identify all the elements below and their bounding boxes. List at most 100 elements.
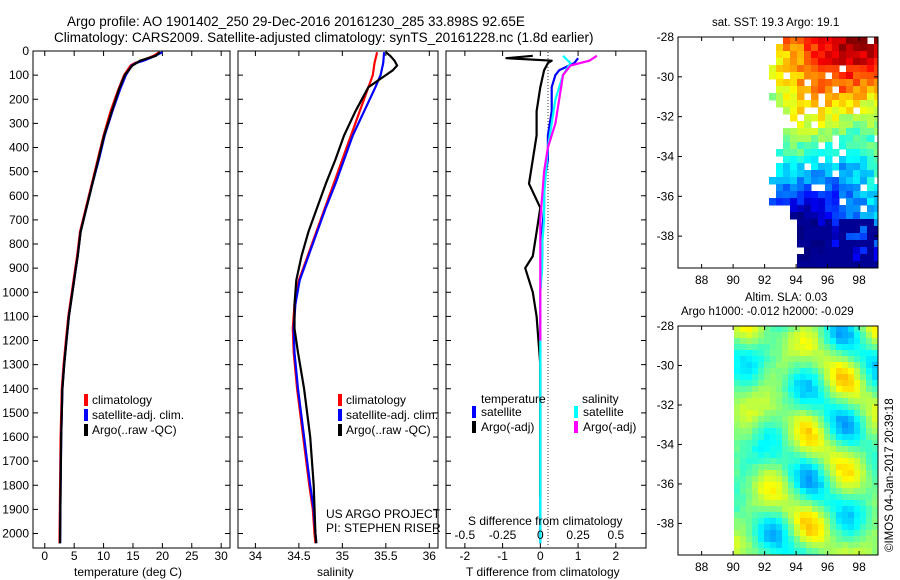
sla-cell: [854, 380, 861, 387]
sla-cell: [764, 494, 771, 501]
sst-cell: [832, 51, 840, 59]
sla-cell: [764, 500, 771, 507]
sla-cell: [788, 398, 795, 405]
sst-cell: [860, 219, 868, 227]
sst-cell: [874, 44, 878, 52]
depth-tick-label: 0: [22, 44, 29, 58]
sst-cell: [790, 100, 798, 108]
sla-heatmap: [734, 326, 878, 555]
sla-cell: [740, 392, 747, 399]
sla-cell: [740, 542, 747, 549]
sst-cell: [811, 37, 819, 45]
sla-cell: [776, 488, 783, 495]
sla-cell: [794, 488, 801, 495]
depth-tick-label: 1600: [2, 430, 29, 444]
sst-cell: [839, 184, 847, 192]
sst-cell: [811, 51, 819, 59]
sst-cell: [811, 163, 819, 171]
sst-cell: [846, 86, 854, 94]
sla-cell: [752, 440, 759, 447]
sla-cell: [824, 428, 831, 435]
sla-cell: [758, 392, 765, 399]
sla-cell: [800, 452, 807, 459]
sla-cell: [782, 524, 789, 531]
sla-cell: [788, 326, 795, 333]
sla-cell: [866, 470, 873, 477]
sla-cell: [824, 542, 831, 549]
sla-cell: [872, 548, 878, 555]
sla-cell: [854, 410, 861, 417]
sla-cell: [788, 494, 795, 501]
sst-cell: [776, 170, 784, 178]
sla-cell: [782, 476, 789, 483]
sst-cell: [874, 100, 878, 108]
sla-cell: [830, 350, 837, 357]
sst-cell: [804, 100, 812, 108]
sst-cell: [783, 191, 791, 199]
sst-cell: [825, 128, 833, 136]
sla-cell: [734, 338, 741, 345]
sla-cell: [800, 470, 807, 477]
sst-cell: [867, 107, 875, 115]
sla-cell: [812, 398, 819, 405]
difference-panel: -2 -1 0 1 2 temperature salinity satellite A…: [445, 50, 647, 579]
sla-cell: [830, 404, 837, 411]
sst-cell: [860, 44, 868, 52]
sla-cell: [854, 338, 861, 345]
sla-cell: [746, 350, 753, 357]
sst-cell: [860, 51, 868, 59]
sla-cell: [842, 548, 849, 555]
sla-cell: [860, 488, 867, 495]
sst-cell: [846, 163, 854, 171]
sst-cell: [790, 44, 798, 52]
sla-cell: [860, 350, 867, 357]
sst-cell: [776, 44, 784, 52]
sst-cell: [853, 79, 861, 87]
legend-label-satellite: satellite-adj. clim.: [92, 408, 184, 422]
sla-cell: [752, 350, 759, 357]
sst-cell: [790, 58, 798, 66]
sla-cell: [866, 404, 873, 411]
sst-cell: [832, 212, 840, 220]
sla-cell: [818, 548, 825, 555]
sla-cell: [794, 386, 801, 393]
sla-cell: [848, 464, 855, 471]
sla-cell: [806, 344, 813, 351]
sla-cell: [764, 386, 771, 393]
sla-cell: [818, 410, 825, 417]
sst-cell: [825, 261, 833, 268]
sla-cell: [752, 338, 759, 345]
sla-cell: [758, 518, 765, 525]
x-tick-label: 25: [185, 549, 199, 563]
salinity-panel: 34 34.5 35 35.5 36 salinity climatology sate…: [237, 50, 441, 579]
sla-cell: [848, 356, 855, 363]
sla-cell: [752, 356, 759, 363]
sla-cell: [824, 362, 831, 369]
sst-cell: [825, 177, 833, 185]
sla-cell: [812, 368, 819, 375]
sst-cell: [839, 219, 847, 227]
sla-cell: [806, 338, 813, 345]
sla-cell: [818, 512, 825, 519]
sla-cell: [818, 404, 825, 411]
sst-cell: [804, 135, 812, 143]
sst-cell: [797, 240, 805, 248]
sla-cell: [758, 422, 765, 429]
sst-cell: [804, 37, 812, 45]
sst-cell: [853, 135, 861, 143]
sla-cell: [800, 536, 807, 543]
sla-cell: [740, 446, 747, 453]
sla-cell: [848, 494, 855, 501]
sst-cell: [776, 51, 784, 59]
sst-cell: [860, 79, 868, 87]
sst-cell: [860, 58, 868, 66]
sst-cell: [797, 58, 805, 66]
sla-cell: [800, 542, 807, 549]
sla-cell: [806, 374, 813, 381]
sla-cell: [758, 350, 765, 357]
sla-cell: [788, 380, 795, 387]
sla-cell: [800, 488, 807, 495]
sst-cell: [846, 51, 854, 59]
salinity-series: [291, 51, 399, 544]
